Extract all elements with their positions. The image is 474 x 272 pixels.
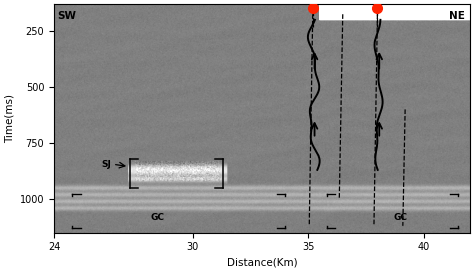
Text: NE: NE [449, 11, 465, 21]
Text: SW: SW [57, 11, 76, 21]
X-axis label: Distance(Km): Distance(Km) [227, 258, 297, 268]
Text: GC: GC [393, 213, 408, 222]
Y-axis label: Time(ms): Time(ms) [4, 94, 14, 143]
Text: SJ: SJ [102, 160, 112, 169]
Text: GC: GC [151, 213, 165, 222]
